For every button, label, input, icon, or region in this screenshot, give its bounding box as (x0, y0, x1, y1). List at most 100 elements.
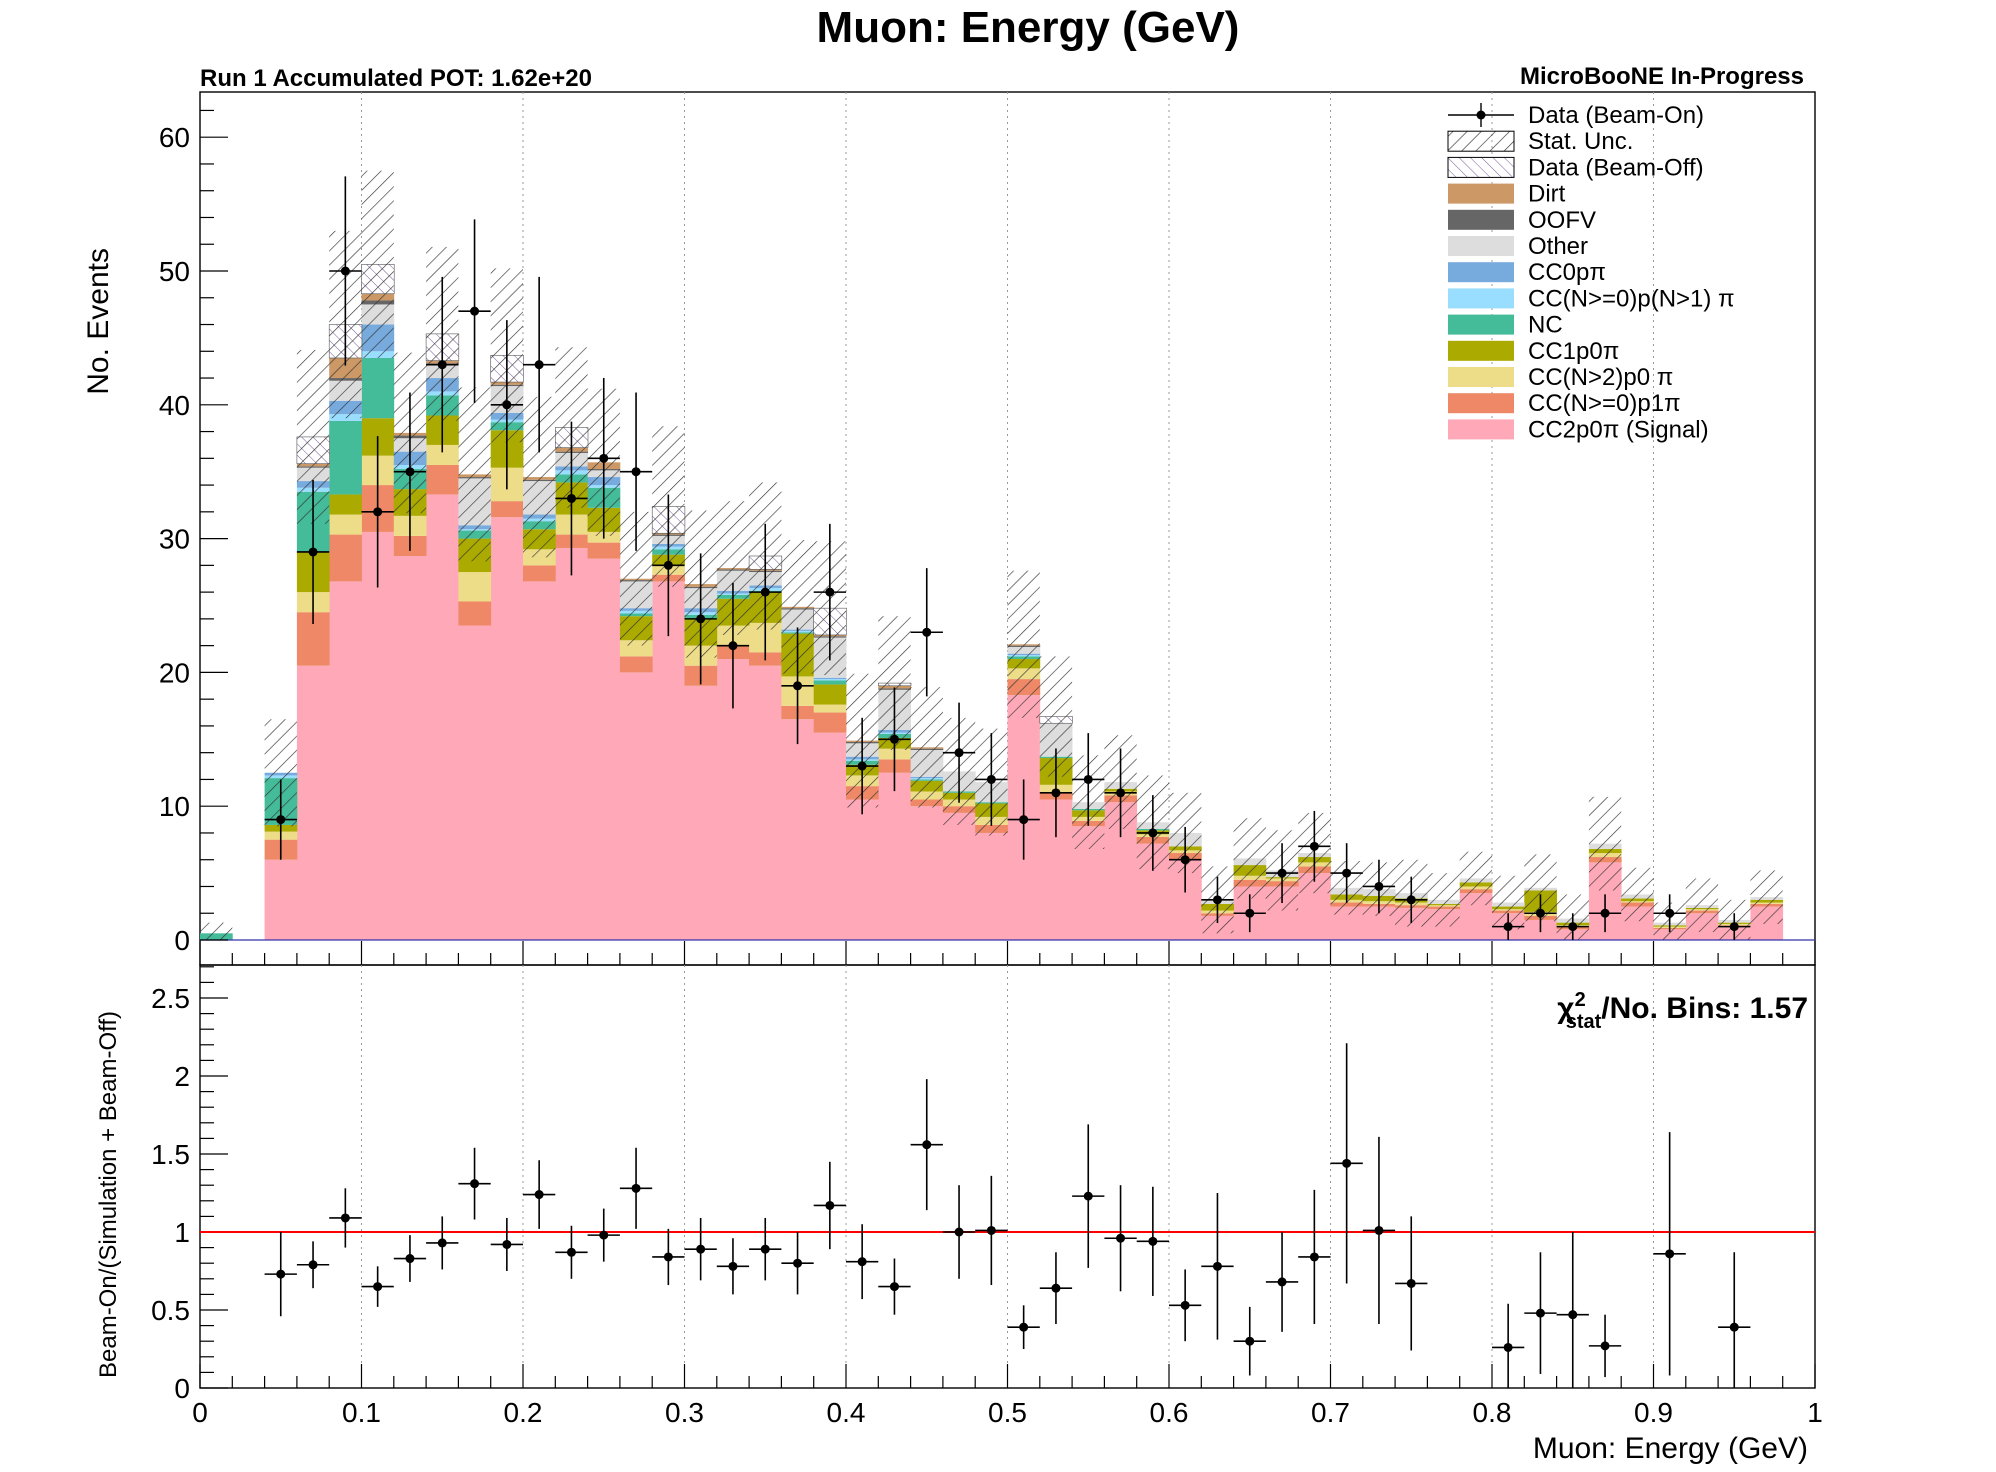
legend-item-ccn2p: CC(N>2)p0 π (1448, 364, 1673, 391)
ratio-point (813, 1161, 846, 1250)
data-point (587, 378, 620, 539)
data-point (1395, 876, 1428, 924)
x-tick-label: 1 (1807, 1397, 1823, 1428)
ratio-y-axis-label: Beam-On/(Simulation + Beam-Off) (95, 1011, 122, 1378)
chart-title: Muon: Energy (GeV) (817, 3, 1240, 52)
data-point (878, 687, 911, 792)
data-point (490, 320, 523, 490)
x-tick-label: 0.1 (342, 1397, 381, 1428)
ratio-point (1653, 1132, 1686, 1376)
bar-nc (361, 357, 395, 419)
data-point (296, 479, 330, 625)
data-point (1362, 859, 1396, 914)
bar-signal (555, 547, 588, 940)
legend-label: Other (1528, 233, 1588, 260)
stat-unc-bar (1750, 870, 1783, 924)
data-point (1556, 913, 1589, 940)
bar-signal (393, 555, 427, 940)
legend-label: CC1p0π (1528, 338, 1619, 365)
stat-unc-bar (200, 922, 233, 940)
legend-label: CC(N>2)p0 π (1528, 364, 1673, 391)
ratio-point (555, 1225, 588, 1279)
ratio-point (619, 1147, 653, 1229)
data-point (813, 523, 846, 661)
data-point (652, 494, 685, 637)
ratio-point (296, 1241, 330, 1289)
x-tick-label: 0.6 (1150, 1397, 1189, 1428)
ratio-point (523, 1160, 556, 1229)
ratio-point (490, 1217, 523, 1271)
ratio-point (781, 1232, 814, 1295)
bar-signal (749, 665, 782, 940)
stat-unc-bar (910, 687, 943, 808)
ratio-point (1039, 1252, 1073, 1325)
top-panel: 0 10 20 30 40 50 60 (159, 91, 1816, 966)
stat-unc-bar (1685, 878, 1719, 932)
ratio-point (1169, 1269, 1202, 1342)
ratio-point (1556, 1232, 1589, 1388)
bar-signal (587, 558, 621, 940)
bar-signal (458, 625, 492, 940)
legend-label: OOFV (1528, 207, 1596, 234)
bar-cc0p (813, 677, 847, 680)
legend-label: Data (Beam-Off) (1528, 154, 1704, 181)
bar-signal (361, 531, 395, 940)
stat-unc-bar (1007, 570, 1040, 718)
bar-nc (329, 420, 362, 495)
stat-unc-bar (1233, 818, 1266, 899)
bar-signal (619, 672, 653, 940)
ratio-point (393, 1235, 427, 1282)
chi2-text: /No. Bins: 1.57 (1601, 992, 1808, 1025)
ratio-y-tick-label: 2 (174, 1061, 190, 1092)
bar-cc1pi (490, 501, 524, 518)
x-tick-label: 0.3 (665, 1397, 704, 1428)
legend-item-cc1pi: CC(N>=0)p1π (1448, 390, 1681, 417)
legend-label: CC(N>=0)p1π (1528, 390, 1681, 417)
y-tick-label: 20 (159, 657, 190, 688)
bar-signal (684, 685, 718, 940)
legend-label: CC(N>=0)p(N>1) π (1528, 285, 1735, 312)
data-point (1039, 748, 1073, 838)
legend-item-signal: CC2p0π (Signal) (1448, 416, 1709, 443)
x-tick-label: 0.8 (1473, 1397, 1512, 1428)
top-y-axis: 0 10 20 30 40 50 60 (159, 109, 228, 956)
ratio-y-tick-label: 0.5 (151, 1295, 190, 1326)
ratio-panel: 0 0.1 0.2 0.3 0.4 0.5 0.6 0.7 0.8 0.9 1 0 0.5 1 1.5 2 2.… (151, 964, 1823, 1428)
bar-signal (781, 719, 815, 940)
x-tick-label: 0.4 (827, 1397, 866, 1428)
ratio-point (1362, 1136, 1396, 1325)
bar-signal (910, 806, 944, 940)
bar-cc1p (813, 684, 847, 705)
data-point (426, 276, 459, 453)
ratio-point (1524, 1252, 1557, 1374)
legend-item-oofv: OOFV (1448, 207, 1596, 234)
ratio-point (684, 1217, 717, 1281)
ratio-point (1718, 1252, 1751, 1388)
bar-signal (813, 732, 847, 940)
data-point (1588, 894, 1622, 933)
ratio-point (1136, 1186, 1169, 1296)
y-tick-label: 30 (159, 524, 190, 555)
ratio-point (1265, 1232, 1299, 1332)
legend-label: Stat. Unc. (1528, 128, 1633, 155)
legend-item-ccnpi: CC(N>=0)p(N>1) π (1448, 285, 1735, 312)
chi2-label: χ2 stat/No. Bins: 1.57 (1557, 989, 1808, 1033)
stat-unc-bar (1621, 867, 1654, 922)
data-point (1298, 810, 1331, 882)
bar-cc1pi (619, 656, 653, 673)
ratio-y-tick-label: 2.5 (151, 983, 190, 1014)
legend-label: CC2p0π (Signal) (1528, 416, 1709, 443)
ratio-point (329, 1188, 362, 1248)
y-tick-label: 50 (159, 256, 190, 287)
ratio-point (942, 1185, 976, 1279)
legend-item-cc1p: CC1p0π (1448, 338, 1619, 365)
data-point (329, 176, 362, 366)
ratio-point (1072, 1124, 1105, 1268)
x-tick-label: 0.7 (1311, 1397, 1350, 1428)
ratio-point (587, 1208, 620, 1262)
data-point (1233, 894, 1266, 933)
bar-nc (813, 680, 847, 685)
ratio-point (458, 1147, 491, 1220)
x-tick-label: 0.5 (988, 1397, 1027, 1428)
